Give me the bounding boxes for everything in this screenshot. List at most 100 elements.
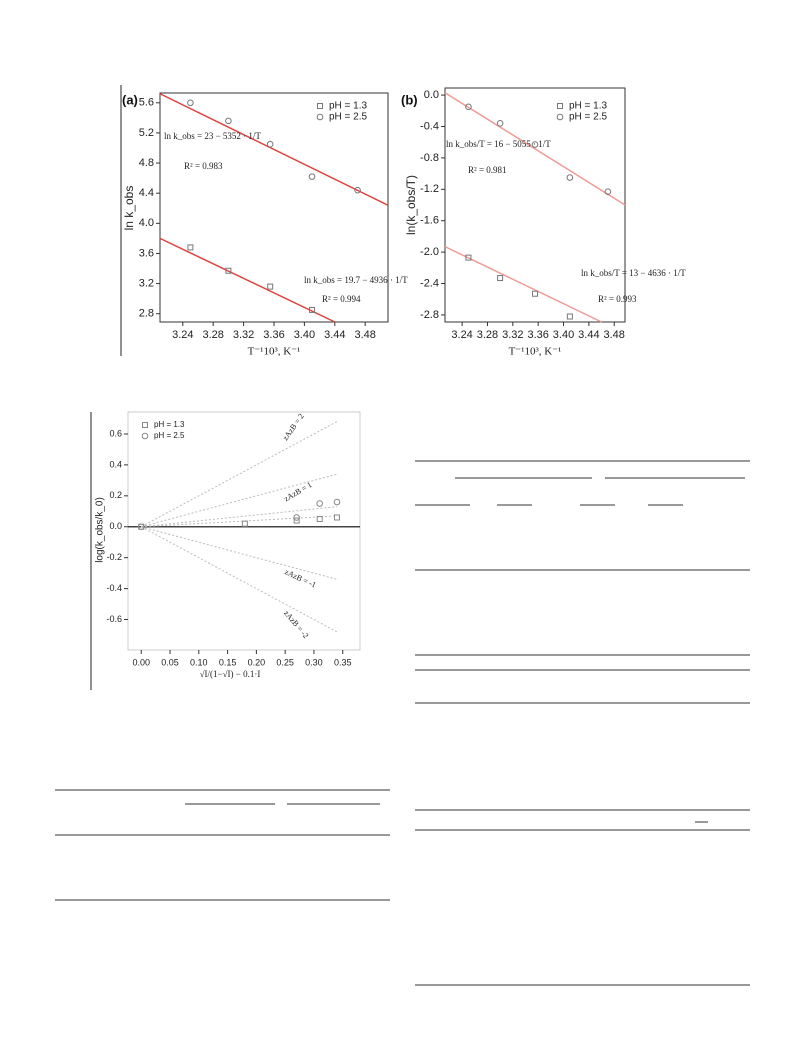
legend-label: pH = 1.3 xyxy=(329,101,368,112)
data-point xyxy=(309,306,315,313)
y-tick-label: 0.0 xyxy=(424,89,439,101)
x-tick-label: 0.00 xyxy=(132,657,150,667)
annotation: zAzB = -1 xyxy=(283,567,317,589)
x-tick-label: 3.36 xyxy=(527,329,548,341)
fit-line xyxy=(141,506,338,528)
data-point xyxy=(187,244,194,251)
y-tick-label: -2.0 xyxy=(420,246,439,258)
table-rules xyxy=(55,460,750,986)
data-point xyxy=(532,290,538,297)
fit-line xyxy=(141,526,338,580)
annotation: R² = 0.981 xyxy=(468,165,507,175)
x-tick-label: 3.44 xyxy=(578,329,599,341)
y-axis-label: ln k_obs xyxy=(122,186,136,231)
x-tick-label: 0.30 xyxy=(305,657,323,667)
legend-marker xyxy=(316,113,324,121)
y-tick-label: 4.0 xyxy=(139,217,154,229)
x-tick-label: 3.28 xyxy=(202,329,223,341)
fit-line xyxy=(141,526,338,633)
x-tick-label: 3.40 xyxy=(553,329,574,341)
data-point xyxy=(266,140,274,148)
annotation: ln k_obs = 23 − 5352 · 1/T xyxy=(164,131,261,141)
y-tick-label: 0.6 xyxy=(109,428,122,438)
plot-frame xyxy=(127,411,361,651)
y-tick-label: 3.6 xyxy=(139,247,154,259)
data-point xyxy=(225,117,232,125)
data-point xyxy=(465,103,472,111)
legend-marker xyxy=(557,103,563,109)
legend-marker xyxy=(142,422,148,428)
y-tick-label: 3.2 xyxy=(139,277,154,289)
data-point xyxy=(604,188,612,195)
y-tick-label: -0.8 xyxy=(420,152,439,164)
x-tick-label: 0.10 xyxy=(190,657,208,667)
annotation: zAzB = 1 xyxy=(282,480,313,503)
data-point xyxy=(496,120,504,127)
x-tick-label: 3.36 xyxy=(263,329,284,341)
data-point xyxy=(293,514,300,521)
legend-label: pH = 1.3 xyxy=(569,101,608,112)
fit-line xyxy=(159,237,336,323)
y-tick-label: -1.6 xyxy=(420,215,439,227)
data-point xyxy=(566,313,573,320)
fit-line xyxy=(141,473,338,528)
data-point xyxy=(497,275,504,282)
data-point xyxy=(137,523,145,531)
x-tick-label: 3.32 xyxy=(502,329,523,341)
x-axis-label: √I/(1−√I) − 0.1·I xyxy=(200,669,261,679)
x-tick-label: 0.25 xyxy=(276,657,294,667)
data-point xyxy=(187,99,194,107)
x-tick-label: 3.48 xyxy=(604,329,625,341)
annotation: zAzB = -2 xyxy=(282,609,310,640)
y-axis-label: ln(k_obs/T) xyxy=(404,175,418,235)
legend-marker xyxy=(556,113,564,121)
data-point xyxy=(566,174,574,181)
legend-marker xyxy=(317,103,323,109)
annotation: R² = 0.993 xyxy=(598,294,637,304)
legend-label: pH = 1.3 xyxy=(154,420,185,429)
legend-marker xyxy=(141,432,149,440)
x-tick-label: 3.48 xyxy=(354,329,375,341)
panel-label: (a) xyxy=(122,92,138,107)
fit-line xyxy=(444,92,626,206)
y-tick-label: -0.4 xyxy=(420,120,439,132)
annotation: ln k_obs = 19.7 − 4936 · 1/T xyxy=(304,275,408,285)
x-tick-label: 0.15 xyxy=(219,657,237,667)
y-tick-label: 0.2 xyxy=(109,490,122,500)
data-point xyxy=(333,514,340,521)
panel-label: (b) xyxy=(401,92,418,107)
y-tick-label: -0.6 xyxy=(106,614,122,624)
data-point xyxy=(316,516,323,523)
y-tick-label: 5.2 xyxy=(139,127,154,139)
legend-label: pH = 2.5 xyxy=(154,431,185,440)
data-point xyxy=(241,520,248,527)
y-tick-label: 0.0 xyxy=(109,521,122,531)
legend-label: pH = 2.5 xyxy=(569,112,608,123)
y-tick-label: -1.2 xyxy=(420,183,439,195)
y-tick-label: 2.8 xyxy=(139,308,154,320)
y-axis-label: log(k_obs/k_0) xyxy=(95,497,106,563)
x-tick-label: 3.44 xyxy=(324,329,345,341)
x-tick-label: 0.20 xyxy=(248,657,266,667)
fit-line xyxy=(141,515,338,528)
y-tick-label: 4.8 xyxy=(139,157,154,169)
data-point xyxy=(225,267,232,274)
x-tick-label: 0.05 xyxy=(161,657,179,667)
x-tick-label: 3.32 xyxy=(233,329,254,341)
x-tick-label: 3.28 xyxy=(477,329,498,341)
data-point xyxy=(267,283,274,290)
data-point xyxy=(333,498,341,506)
plot-frame xyxy=(444,87,626,323)
y-tick-label: -0.4 xyxy=(106,583,122,593)
x-tick-label: 3.24 xyxy=(172,329,193,341)
data-point xyxy=(308,173,316,180)
fit-line xyxy=(159,93,389,206)
annotation: R² = 0.983 xyxy=(184,161,223,171)
x-axis-label: T⁻¹10³, K⁻¹ xyxy=(248,346,301,358)
y-tick-label: 0.4 xyxy=(109,459,122,469)
y-tick-label: 5.6 xyxy=(139,97,154,109)
legend-label: pH = 2.5 xyxy=(329,112,368,123)
x-tick-label: 3.24 xyxy=(451,329,472,341)
data-point xyxy=(531,141,539,148)
